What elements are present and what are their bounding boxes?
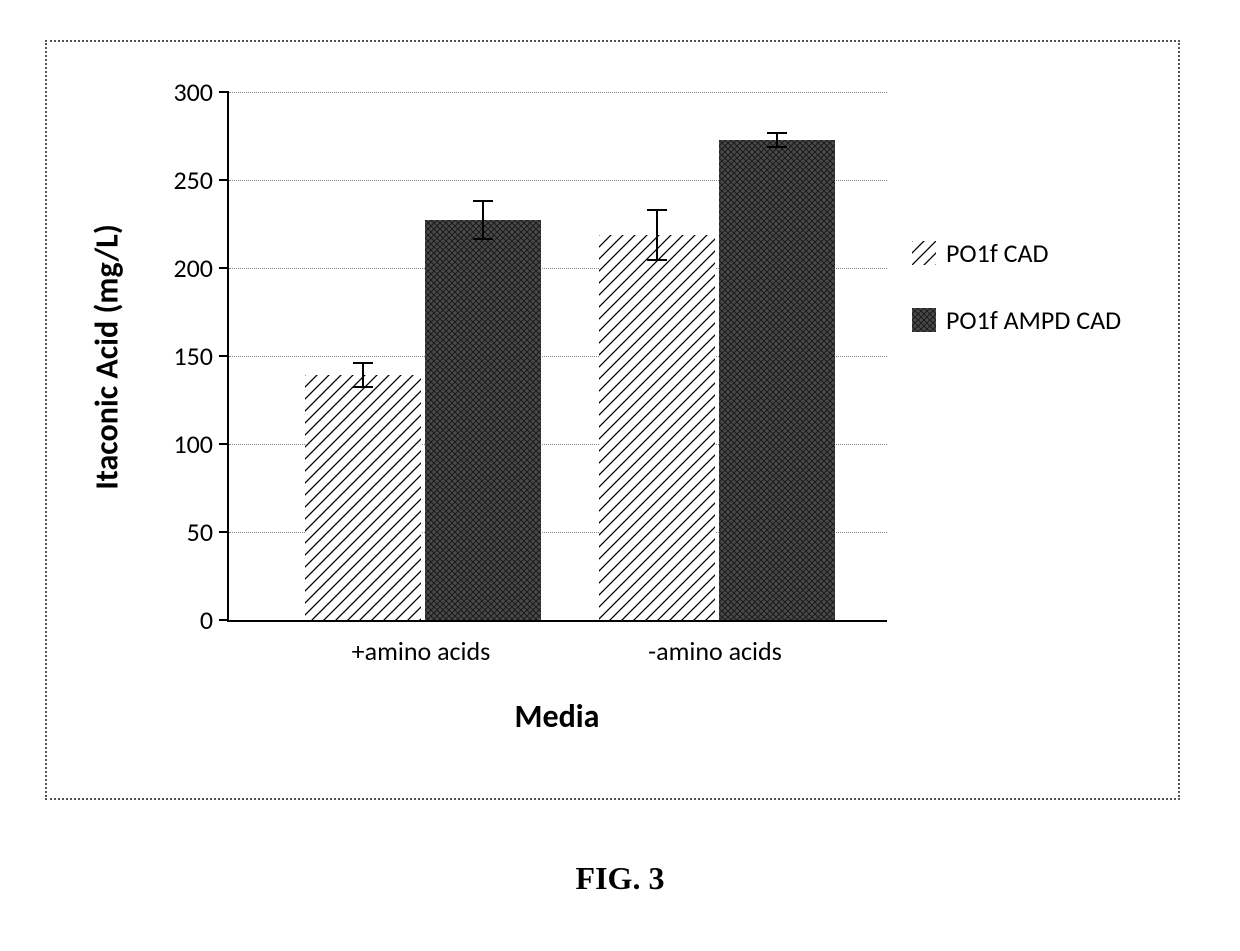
- error-whisker: [656, 210, 658, 260]
- y-tick-label: 50: [187, 516, 213, 548]
- y-tick: [219, 443, 229, 445]
- bar-fill: [719, 140, 835, 620]
- legend: PO1f CAD PO1f AMPD CAD: [912, 237, 1142, 370]
- chart: Itaconic Acid (mg/L) 0 50 100 150 200 25…: [87, 72, 1147, 772]
- bar-fill: [425, 220, 541, 620]
- error-cap: [353, 362, 373, 364]
- y-tick-label: 150: [173, 340, 213, 372]
- error-whisker: [362, 363, 364, 387]
- error-cap: [767, 146, 787, 148]
- error-whisker: [776, 133, 778, 147]
- x-category-label: -amino acids: [648, 635, 782, 667]
- x-category-label: +amino acids: [352, 635, 491, 667]
- y-tick-label: 0: [200, 604, 213, 636]
- legend-item: PO1f AMPD CAD: [912, 304, 1142, 337]
- legend-swatch-icon: [912, 241, 936, 265]
- y-tick: [219, 619, 229, 621]
- chart-frame: Itaconic Acid (mg/L) 0 50 100 150 200 25…: [45, 40, 1180, 800]
- y-axis-ticks: 0 50 100 150 200 250 300: [87, 72, 227, 622]
- error-cap: [473, 238, 493, 240]
- legend-label: PO1f CAD: [946, 237, 1049, 270]
- y-tick-label: 250: [173, 164, 213, 196]
- legend-item: PO1f CAD: [912, 237, 1142, 270]
- bar-po1f-ampd-cad-minus: [719, 140, 835, 620]
- legend-swatch-icon: [912, 308, 936, 332]
- y-tick: [219, 267, 229, 269]
- bar-po1f-cad-plus: [305, 375, 421, 620]
- y-tick-label: 200: [173, 252, 213, 284]
- error-cap: [647, 259, 667, 261]
- gridline: [229, 92, 887, 93]
- y-tick: [219, 91, 229, 93]
- error-cap: [473, 200, 493, 202]
- bar-po1f-cad-minus: [599, 235, 715, 620]
- y-tick-label: 300: [173, 76, 213, 108]
- legend-label: PO1f AMPD CAD: [946, 304, 1121, 337]
- error-whisker: [482, 201, 484, 239]
- error-cap: [647, 209, 667, 211]
- y-tick: [219, 531, 229, 533]
- y-tick-label: 100: [173, 428, 213, 460]
- bar-fill: [305, 375, 421, 620]
- bar-fill: [599, 235, 715, 620]
- bar-po1f-ampd-cad-plus: [425, 220, 541, 620]
- error-cap: [353, 386, 373, 388]
- x-axis-title: Media: [515, 697, 600, 736]
- figure-caption: FIG. 3: [576, 860, 665, 897]
- y-tick: [219, 355, 229, 357]
- y-tick: [219, 179, 229, 181]
- plot-area: [227, 92, 887, 622]
- error-cap: [767, 132, 787, 134]
